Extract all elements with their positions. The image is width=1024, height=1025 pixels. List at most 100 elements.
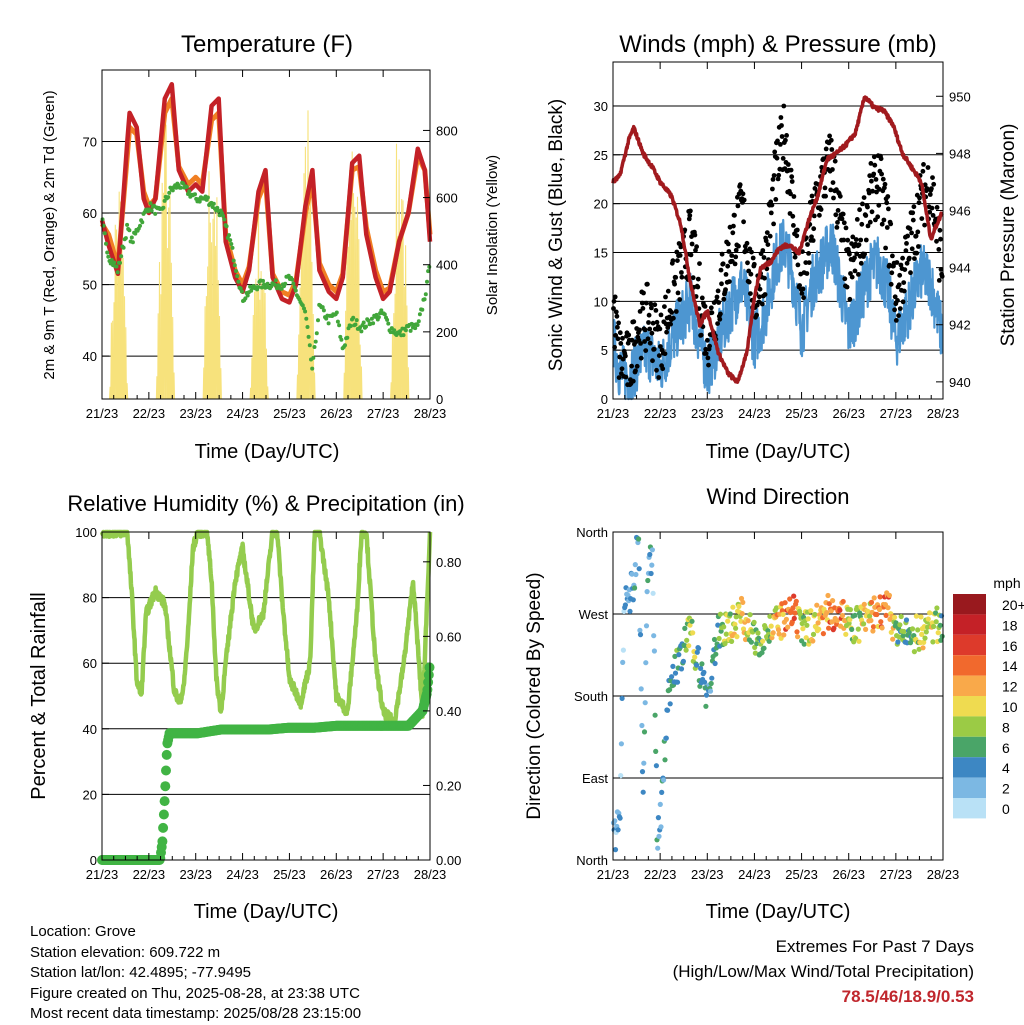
gust-point — [922, 222, 927, 228]
direction-ytick-label: North — [576, 853, 608, 868]
colorbar-swatch — [953, 757, 986, 778]
gust-point — [822, 185, 828, 191]
gust-point — [638, 341, 643, 346]
direction-point — [683, 647, 689, 653]
dewpoint-point — [382, 312, 387, 317]
gust-point — [705, 337, 710, 343]
rainfall-point — [423, 677, 434, 688]
gust-point — [744, 240, 750, 246]
direction-point — [647, 551, 653, 558]
colorbar-label: 6 — [1002, 740, 1010, 756]
humidity-xtick-label: 23/23 — [179, 867, 212, 882]
dewpoint-point — [292, 285, 297, 290]
dewpoint-point — [106, 254, 111, 259]
gust-point — [914, 250, 920, 256]
direction-point — [655, 845, 661, 851]
relative-humidity-line — [99, 529, 433, 729]
direction-point — [837, 607, 843, 613]
dewpoint-point — [283, 281, 288, 286]
solar-insolation-spike — [265, 348, 268, 400]
gust-point — [707, 343, 712, 349]
winds-left-ytick-label: 0 — [601, 392, 608, 407]
dewpoint-point — [343, 343, 347, 348]
relative-humidity-series — [99, 529, 433, 729]
direction-point — [655, 815, 662, 821]
direction-xtick-label: 22/23 — [644, 867, 677, 882]
solar-insolation-spike — [219, 368, 222, 400]
direction-point — [618, 741, 625, 747]
dewpoint-point — [321, 308, 326, 313]
rainfall-point — [158, 809, 169, 820]
solar-insolation-spike — [210, 242, 213, 400]
rainfall-point — [158, 822, 169, 833]
dewpoint-point — [238, 286, 243, 291]
gust-point — [827, 133, 832, 139]
direction-point — [682, 625, 688, 632]
gust-point — [809, 234, 814, 240]
gust-point — [689, 241, 695, 247]
gust-point — [784, 133, 789, 138]
colorbar-swatch — [953, 594, 986, 615]
speed-colorbar: mph 20+ 18 16 14 12 10 8 6 4 2 0 — [953, 575, 1024, 819]
gust-point — [797, 283, 802, 288]
gust-point — [669, 310, 675, 315]
gust-point — [852, 255, 857, 261]
direction-point — [652, 712, 658, 718]
humidity-right-ytick-label: 0.80 — [436, 555, 461, 570]
solar-insolation-spike — [122, 257, 125, 400]
gust-point — [699, 295, 705, 301]
gust-point — [809, 193, 815, 199]
dewpoint-point — [272, 282, 277, 287]
gust-point — [939, 274, 945, 279]
gust-point — [693, 247, 698, 253]
dewpoint-point — [167, 190, 172, 195]
direction-point — [927, 610, 933, 616]
gust-point — [879, 221, 885, 227]
direction-xtick-label: 21/23 — [597, 867, 630, 882]
dewpoint-point — [422, 297, 427, 302]
dewpoint-point — [304, 316, 309, 321]
dewpoint-point — [148, 201, 153, 206]
gust-point — [839, 216, 845, 222]
direction-point — [748, 639, 755, 645]
direction-ytick-label: South — [574, 689, 608, 704]
gust-point — [835, 208, 841, 213]
gust-point — [823, 193, 828, 199]
direction-point — [820, 631, 827, 637]
solar-insolation-spike — [262, 278, 265, 400]
gust-point — [771, 221, 776, 227]
temperature-xlabel: Time (Day/UTC) — [195, 441, 340, 463]
direction-point — [895, 639, 901, 645]
direction-point — [642, 700, 648, 706]
direction-point — [868, 599, 875, 606]
direction-point — [622, 602, 629, 608]
gust-point — [675, 258, 680, 263]
direction-point — [619, 695, 625, 702]
gust-point — [927, 209, 933, 215]
solar-insolation-spike — [126, 383, 129, 400]
gust-point — [649, 330, 655, 336]
direction-point — [792, 610, 798, 616]
solar-insolation-spike — [114, 224, 117, 400]
gust-point — [645, 281, 650, 287]
gust-point — [688, 208, 693, 214]
winds-left-ytick-label: 20 — [594, 197, 608, 212]
gust-point — [801, 295, 806, 301]
gust-point — [871, 154, 877, 160]
dewpoint-point — [273, 278, 278, 283]
temperature-ylabel-right: Solar Insolation (Yellow) — [484, 155, 501, 315]
direction-point — [888, 629, 894, 635]
direction-point — [636, 566, 642, 572]
gust-point — [762, 292, 768, 297]
gust-point — [672, 281, 677, 287]
figure-created: Figure created on Thu, 2025-08-28, at 23… — [30, 984, 360, 1002]
gust-point — [709, 310, 715, 316]
gust-point — [905, 233, 910, 239]
dewpoint-point — [371, 321, 376, 326]
station-latlon: Station lat/lon: 42.4895; -77.9495 — [30, 964, 252, 981]
gust-point — [795, 262, 801, 268]
gust-point — [732, 261, 738, 267]
gust-point — [612, 294, 618, 300]
gust-point — [705, 355, 711, 361]
solar-insolation-spike — [217, 280, 220, 400]
